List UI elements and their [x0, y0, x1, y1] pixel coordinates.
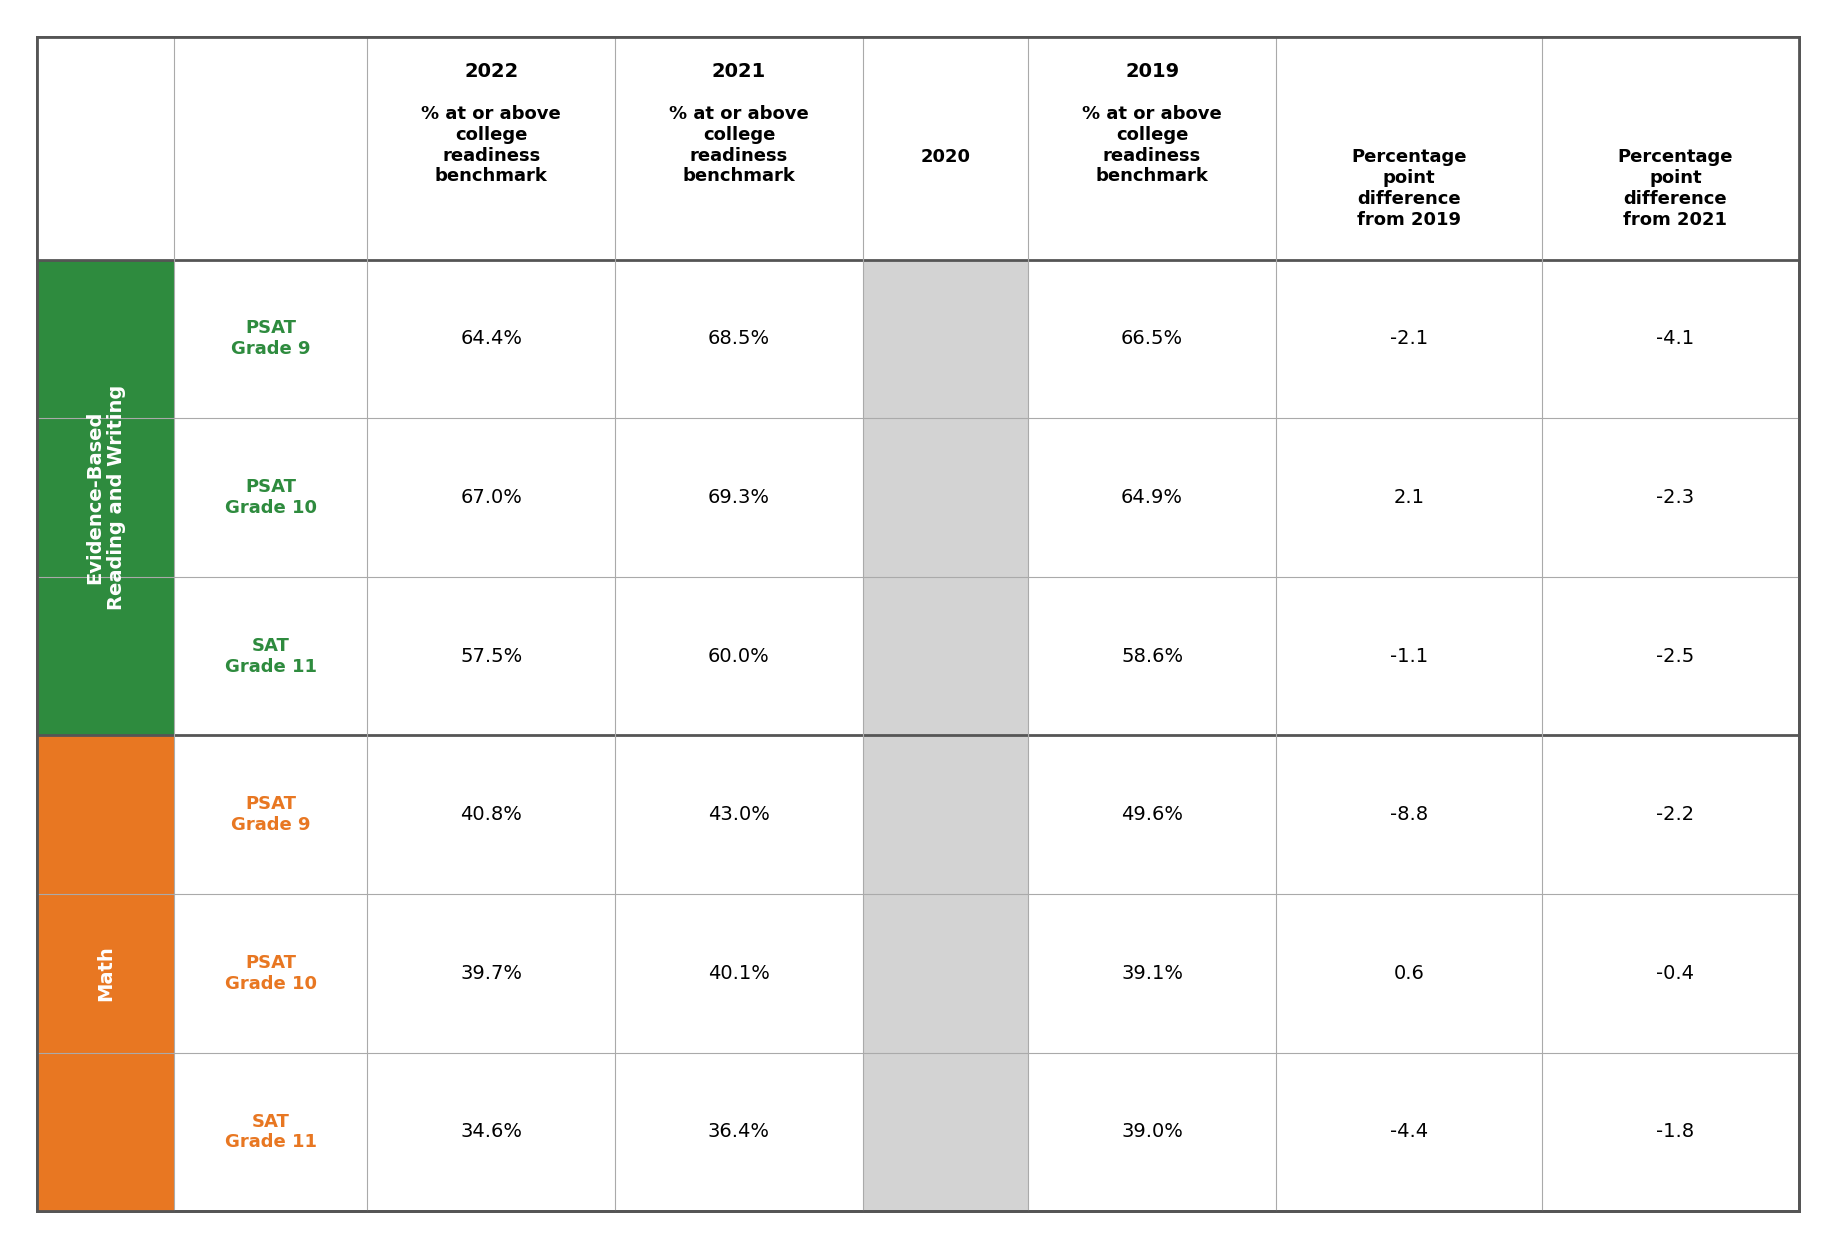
Text: 43.0%: 43.0% [709, 805, 769, 824]
Text: PSAT
Grade 9: PSAT Grade 9 [231, 319, 310, 358]
Text: 2.1: 2.1 [1394, 488, 1425, 507]
Text: % at or above
college
readiness
benchmark: % at or above college readiness benchmar… [1081, 105, 1223, 185]
Text: -8.8: -8.8 [1390, 805, 1428, 824]
Text: 34.6%: 34.6% [461, 1122, 521, 1142]
Text: -4.1: -4.1 [1656, 329, 1695, 349]
Text: 40.1%: 40.1% [709, 964, 769, 983]
Text: 36.4%: 36.4% [709, 1122, 769, 1142]
Text: 58.6%: 58.6% [1122, 646, 1182, 666]
Text: 0.6: 0.6 [1394, 964, 1425, 983]
Text: -1.1: -1.1 [1390, 646, 1428, 666]
Text: 64.4%: 64.4% [461, 329, 521, 349]
Text: 2021: 2021 [712, 62, 766, 80]
Text: 57.5%: 57.5% [461, 646, 521, 666]
Text: PSAT
Grade 9: PSAT Grade 9 [231, 795, 310, 834]
Bar [37, 735, 174, 1211]
Text: Math: Math [95, 946, 116, 1001]
Text: -0.4: -0.4 [1656, 964, 1695, 983]
Bar [37, 37, 1799, 260]
Text: PSAT
Grade 10: PSAT Grade 10 [224, 478, 318, 517]
Text: -2.2: -2.2 [1656, 805, 1695, 824]
Text: -1.8: -1.8 [1656, 1122, 1695, 1142]
Text: -2.5: -2.5 [1656, 646, 1695, 666]
Bar [37, 260, 174, 735]
Text: -2.3: -2.3 [1656, 488, 1695, 507]
Text: % at or above
college
readiness
benchmark: % at or above college readiness benchmar… [668, 105, 810, 185]
Text: 69.3%: 69.3% [709, 488, 769, 507]
Text: 2019: 2019 [1125, 62, 1179, 80]
Bar [863, 37, 1028, 1211]
Text: 66.5%: 66.5% [1122, 329, 1182, 349]
Text: SAT
Grade 11: SAT Grade 11 [224, 1112, 318, 1152]
Text: SAT
Grade 11: SAT Grade 11 [224, 637, 318, 676]
Text: 2020: 2020 [920, 148, 971, 167]
Text: 49.6%: 49.6% [1122, 805, 1182, 824]
Text: -4.4: -4.4 [1390, 1122, 1428, 1142]
Text: Evidence-Based
Reading and Writing: Evidence-Based Reading and Writing [84, 384, 127, 611]
Text: Percentage
point
difference
from 2021: Percentage point difference from 2021 [1618, 148, 1733, 229]
Text: 39.0%: 39.0% [1122, 1122, 1182, 1142]
Text: 64.9%: 64.9% [1122, 488, 1182, 507]
Text: 2022: 2022 [465, 62, 518, 80]
Text: Percentage
point
difference
from 2019: Percentage point difference from 2019 [1351, 148, 1467, 229]
Text: 40.8%: 40.8% [461, 805, 521, 824]
Text: 39.7%: 39.7% [461, 964, 521, 983]
Text: % at or above
college
readiness
benchmark: % at or above college readiness benchmar… [420, 105, 562, 185]
Text: 68.5%: 68.5% [709, 329, 769, 349]
Text: PSAT
Grade 10: PSAT Grade 10 [224, 954, 318, 993]
Text: 60.0%: 60.0% [709, 646, 769, 666]
Text: 39.1%: 39.1% [1122, 964, 1182, 983]
Text: -2.1: -2.1 [1390, 329, 1428, 349]
Text: 67.0%: 67.0% [461, 488, 521, 507]
